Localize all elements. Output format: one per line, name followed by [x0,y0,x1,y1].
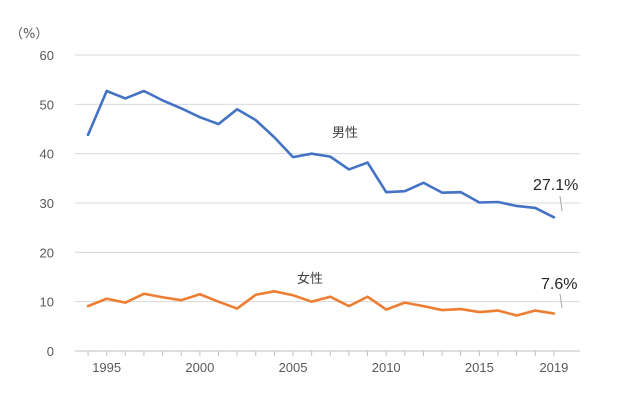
series-line-female [86,290,556,317]
x-tick-label-2019: 2019 [539,360,568,375]
x-tick-label-2005: 2005 [279,360,308,375]
x-tick-label-2015: 2015 [465,360,494,375]
y-tick-label-10: 10 [40,295,54,310]
x-tick-label-1995: 1995 [92,360,121,375]
y-tick-label-40: 40 [40,147,54,162]
y-tick-label-60: 60 [40,48,54,63]
series-line-male [86,89,556,219]
y-tick-label-50: 50 [40,97,54,112]
y-tick-label-0: 0 [47,344,54,359]
grid-lines [75,54,580,303]
leader-line-male [559,195,563,212]
x-tick-label-2000: 2000 [185,360,214,375]
series-label-male: 男性 [332,126,358,141]
y-tick-label-30: 30 [40,196,54,211]
series-label-female: 女性 [297,271,323,287]
y-unit-label: （%） [10,27,48,42]
x-tick-label-2010: 2010 [372,360,401,375]
y-tick-label-20: 20 [40,245,54,260]
labels: 0 10 20 30 40 50 60 1995 2000 2005 2010 2015 2019 男性 2… [40,48,579,375]
leader-line-female [559,293,563,309]
axes [75,350,580,356]
series-lines [86,89,556,317]
end-value-label-female: 7.6% [541,276,577,293]
end-value-label-male: 27.1% [533,177,578,194]
